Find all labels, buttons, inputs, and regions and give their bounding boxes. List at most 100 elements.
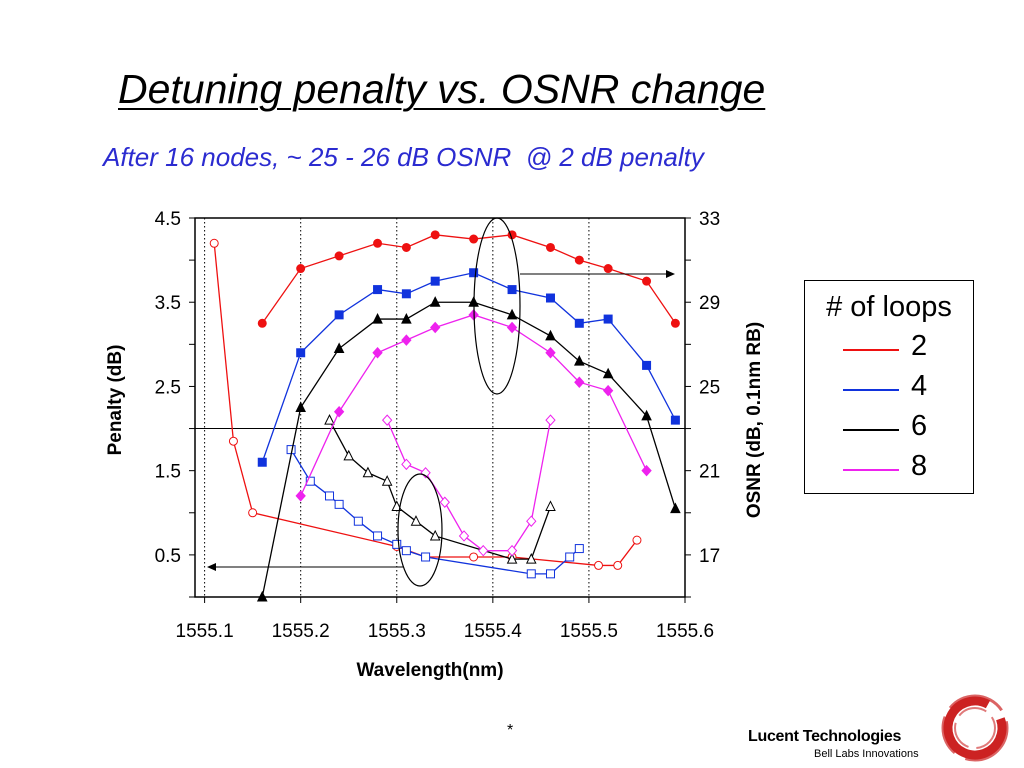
osnr-point-4-loops [401,546,411,556]
legend-label-6-loops: 6 [911,410,928,442]
penalty-point-4-loops [401,289,411,299]
penalty-point-2-loops [334,251,344,261]
highlight-ellipse-osnr [397,473,443,587]
penalty-point-2-loops [296,264,306,274]
osnr-point-4-loops [574,544,584,554]
penalty-point-6-loops [333,342,345,354]
penalty-point-8-loops [295,490,306,502]
penalty-point-8-loops [430,321,441,334]
penalty-point-6-loops [641,409,652,421]
penalty-point-2-loops [430,230,440,240]
osnr-line-6-loops [328,419,552,560]
osnr-line-8-loops [386,419,552,552]
legend-line-4-loops [843,389,899,391]
highlight-ellipse-penalty [473,217,521,395]
osnr-point-8-loops [401,458,412,471]
y-tick-label-3: 3.5 [155,293,181,314]
penalty-point-4-loops [545,293,555,303]
legend-line-8-loops [843,469,899,471]
penalty-point-8-loops [506,321,518,334]
company-logo: Lucent Technologies Bell Labs Innovation… [748,688,1024,768]
osnr-point-6-loops [525,552,537,564]
x-tick-label-4: 1555.5 [560,621,618,642]
chart-legend: # of loops 2 4 6 8 [804,280,974,494]
legend-line-2-loops [843,349,899,351]
osnr-point-4-loops [545,569,555,579]
footnote: * [507,722,514,739]
osnr-point-4-loops [392,539,402,549]
legend-label-2-loops: 2 [911,330,928,362]
penalty-point-4-loops [507,285,517,295]
osnr-point-8-loops [478,544,489,557]
osnr-point-6-loops [545,500,556,511]
penalty-line-2-loops [261,234,676,324]
osnr-point-8-loops [439,496,450,508]
x-tick-label-0: 1555.1 [176,621,234,642]
logo-company-name: Lucent Technologies [748,728,902,745]
osnr-point-4-loops [334,499,344,509]
penalty-point-2-loops [401,242,411,252]
osnr-point-8-loops [545,414,556,426]
legend-item-2-loops: 2 [843,330,973,370]
penalty-point-2-loops [373,238,383,248]
slide-title: Detuning penalty vs. OSNR change [118,66,766,112]
y2-tick-label-3: 29 [699,293,720,314]
penalty-point-6-loops [295,401,306,412]
osnr-point-4-loops [526,569,536,579]
legend-label-4-loops: 4 [911,370,928,402]
osnr-point-6-loops [362,466,374,478]
penalty-point-4-loops [574,318,584,328]
osnr-line-4-loops [290,449,580,575]
penalty-point-2-loops [469,234,479,244]
osnr-point-6-loops [391,500,403,511]
penalty-line-8-loops [300,314,648,497]
x-axis-title: Wavelength(nm) [356,660,503,681]
penalty-point-4-loops [469,268,479,278]
plot-frame [194,217,686,598]
penalty-point-6-loops [401,312,412,324]
penalty-point-2-loops [545,242,555,252]
penalty-point-6-loops [506,308,518,320]
osnr-point-6-loops [343,449,355,461]
osnr-point-8-loops [526,515,537,527]
penalty-point-8-loops [372,347,383,359]
osnr-point-2-loops [632,535,642,545]
legend-label-8-loops: 8 [911,450,928,482]
x-tick-label-3: 1555.4 [464,621,523,642]
penalty-point-4-loops [642,360,652,370]
penalty-point-6-loops [429,296,441,307]
penalty-point-6-loops [256,590,268,602]
osnr-point-4-loops [325,491,335,501]
innovation-ring-icon [941,694,1009,762]
osnr-point-4-loops [305,476,315,486]
legend-title: # of loops [826,291,952,323]
osnr-point-8-loops [420,467,431,479]
osnr-point-6-loops [410,515,422,526]
penalty-point-4-loops [296,348,306,358]
osnr-point-2-loops [228,436,238,446]
osnr-point-6-loops [324,414,335,425]
osnr-point-8-loops [381,414,393,426]
y2-axis-title: OSNR (dB, 0.1nm RB) [744,322,765,518]
legend-line-6-loops [843,429,899,431]
penalty-point-4-loops [603,314,613,324]
osnr-point-4-loops [421,552,431,562]
osnr-point-2-loops [248,508,258,518]
y-axis-title: Penalty (dB) [105,345,126,456]
osnr-point-8-loops [458,530,470,542]
x-tick-label-5: 1555.6 [656,621,714,642]
logo-tagline: Bell Labs Innovations [814,748,919,760]
penalty-point-8-loops [602,384,614,397]
osnr-point-6-loops [381,475,393,486]
y-tick-label-4: 4.5 [155,209,181,230]
osnr-point-2-loops [613,560,623,570]
penalty-point-6-loops [574,355,585,366]
osnr-point-8-loops [506,544,518,557]
y-tick-label-2: 2.5 [155,377,181,398]
legend-item-4-loops: 4 [843,370,973,410]
penalty-point-2-loops [574,255,584,265]
penalty-point-2-loops [257,318,267,328]
penalty-point-2-loops [670,318,680,328]
penalty-point-2-loops [603,264,613,274]
